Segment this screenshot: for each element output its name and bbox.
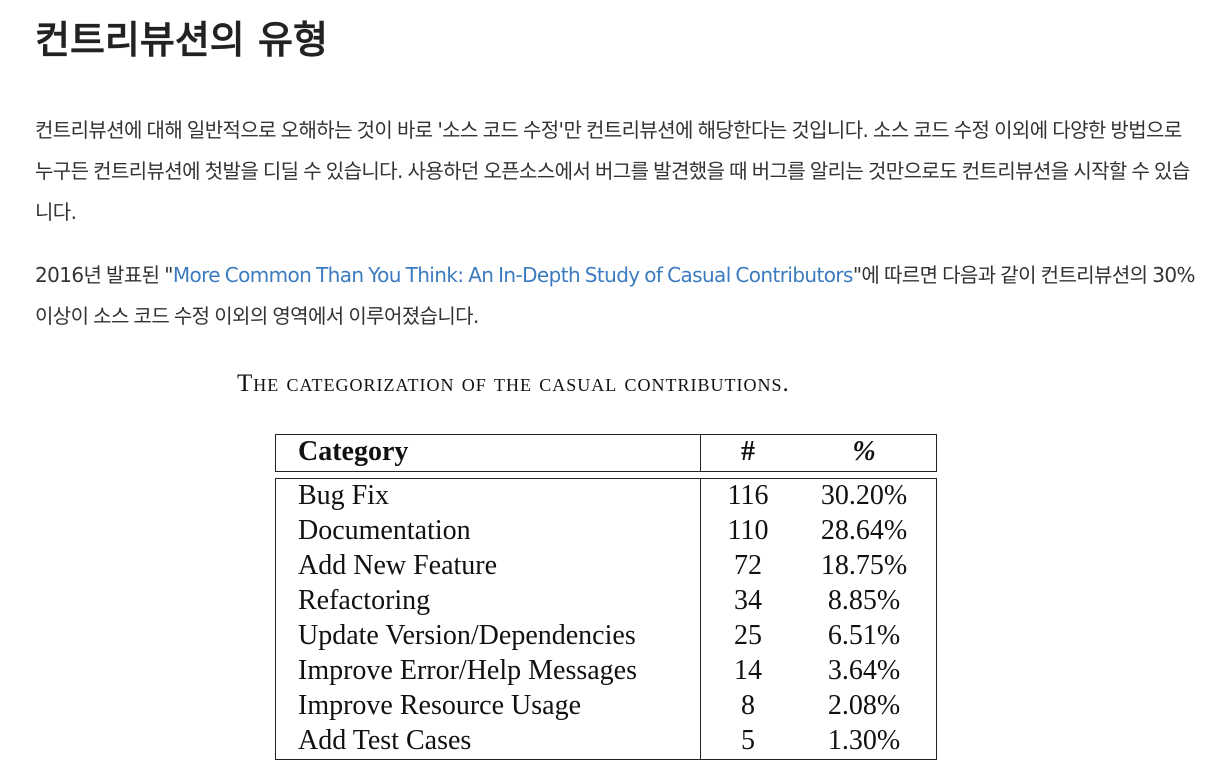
header-category: Category xyxy=(298,436,409,467)
row-count: 14 xyxy=(734,655,762,686)
row-category: Update Version/Dependencies xyxy=(298,620,636,651)
row-category: Add Test Cases xyxy=(298,725,472,756)
row-count: 72 xyxy=(734,550,762,581)
row-percent: 30.20% xyxy=(820,480,908,511)
row-percent: 18.75% xyxy=(820,550,908,581)
row-percent: 6.51% xyxy=(827,620,901,651)
row-category: Refactoring xyxy=(298,585,431,616)
table-row: Refactoring 34 8.85% xyxy=(275,583,937,618)
table-row: Bug Fix 116 30.20% xyxy=(275,478,937,513)
contribution-table-figure: The categorization of the casual contrib… xyxy=(230,360,990,770)
row-percent: 2.08% xyxy=(827,690,901,721)
row-count: 5 xyxy=(741,725,755,756)
header-count: # xyxy=(741,436,755,467)
study-paragraph: 2016년 발표된 "More Common Than You Think: A… xyxy=(35,255,1195,337)
table-header-box xyxy=(275,434,937,472)
row-category: Improve Error/Help Messages xyxy=(298,655,638,686)
row-count: 8 xyxy=(741,690,755,721)
table-rows: Bug Fix 116 30.20% Documentation 110 28.… xyxy=(275,478,937,758)
table-row: Add New Feature 72 18.75% xyxy=(275,548,937,583)
header-divider xyxy=(700,434,701,471)
study-link[interactable]: More Common Than You Think: An In-Depth … xyxy=(172,263,854,287)
table-row: Update Version/Dependencies 25 6.51% xyxy=(275,618,937,653)
row-count: 110 xyxy=(727,515,769,546)
study-paragraph-prefix: 2016년 발표된 " xyxy=(35,263,173,287)
row-category: Add New Feature xyxy=(298,550,498,581)
table-row: Documentation 110 28.64% xyxy=(275,513,937,548)
study-paragraph-suffix: "에 따르면 다음과 같이 컨트리뷰션의 30% 이상이 소스 코드 수정 이외… xyxy=(35,263,1195,328)
row-percent: 8.85% xyxy=(827,585,901,616)
row-percent: 1.30% xyxy=(827,725,901,756)
row-count: 116 xyxy=(727,480,769,511)
row-percent: 28.64% xyxy=(820,515,908,546)
header-percent: % xyxy=(852,436,876,467)
row-category: Bug Fix xyxy=(298,480,390,511)
table-row: Improve Resource Usage 8 2.08% xyxy=(275,688,937,723)
body-divider xyxy=(700,478,701,760)
row-count: 25 xyxy=(734,620,762,651)
table-body-box xyxy=(275,478,937,760)
page-title: 컨트리뷰션의 유형 xyxy=(35,18,328,62)
row-percent: 3.64% xyxy=(827,655,901,686)
table-row: Improve Error/Help Messages 14 3.64% xyxy=(275,653,937,688)
row-count: 34 xyxy=(734,585,762,616)
row-category: Documentation xyxy=(298,515,471,546)
table-caption: The categorization of the casual contrib… xyxy=(237,370,790,397)
table-row: Add Test Cases 5 1.30% xyxy=(275,723,937,758)
intro-paragraph: 컨트리뷰션에 대해 일반적으로 오해하는 것이 바로 '소스 코드 수정'만 컨… xyxy=(35,118,1190,224)
row-category: Improve Resource Usage xyxy=(298,690,582,721)
